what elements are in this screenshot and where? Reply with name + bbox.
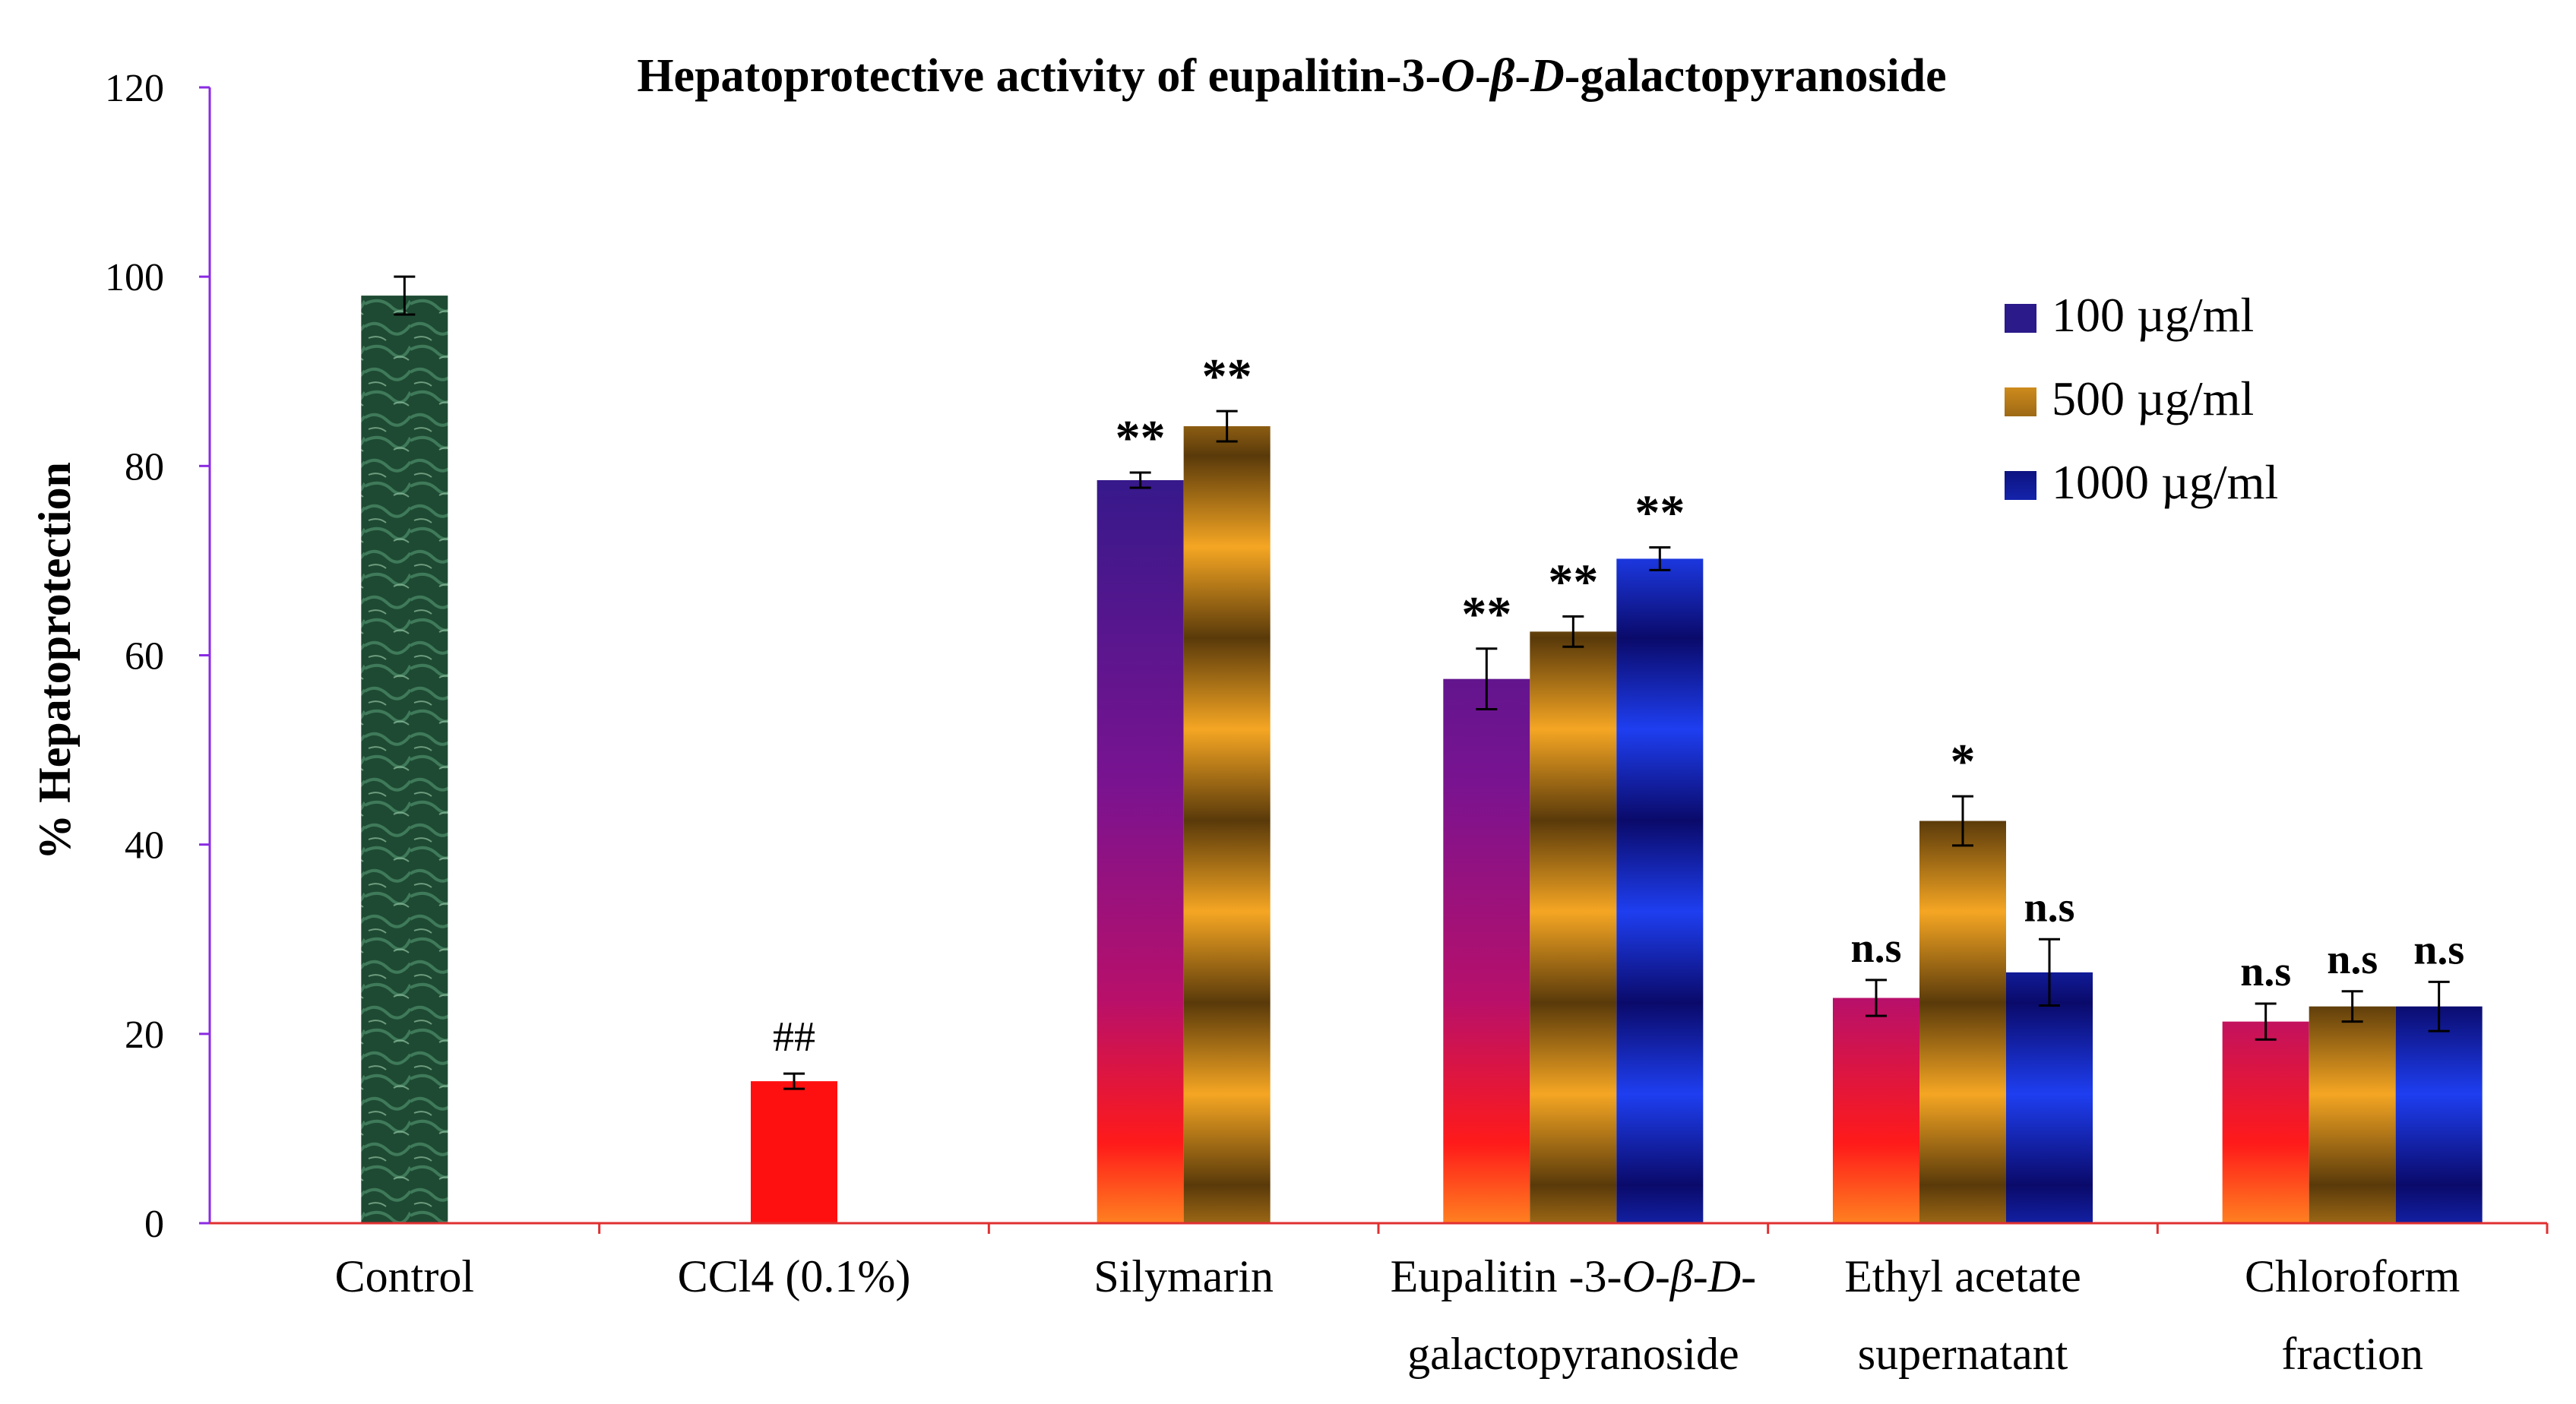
legend-label: 100 µg/ml: [2052, 288, 2254, 342]
x-category-label: Silymarin: [1093, 1251, 1274, 1301]
y-axis-title-layer: % Hepatoprotection: [30, 462, 80, 860]
legend-swatch-s1000: [2005, 471, 2036, 500]
legend-label: 500 µg/ml: [2052, 372, 2254, 425]
axes-layer: 0 20 40 60 80 100 120 Control CCl4 (0.1%) Silymar…: [105, 67, 2549, 1379]
significance-label: **: [1461, 587, 1511, 642]
y-tick-label: 0: [144, 1203, 164, 1246]
bar-s500: [1530, 631, 1617, 1223]
x-category-label: Ethyl acetate: [1844, 1251, 2081, 1301]
bar-s500: [1919, 821, 2006, 1223]
significance-label: **: [1202, 349, 1252, 404]
y-tick-label: 120: [105, 67, 164, 110]
y-tick-label: 20: [125, 1013, 164, 1057]
bars-layer: ## ** ** ** ** ** n.s * n.s n.s n.s n.s: [361, 275, 2483, 1224]
y-tick-label: 60: [125, 635, 164, 678]
x-category-label: CCl4 (0.1%): [678, 1251, 911, 1301]
x-category-label: galactopyranoside: [1407, 1329, 1739, 1379]
x-category-label: Control: [335, 1251, 474, 1301]
bar-s100: [1097, 480, 1184, 1223]
significance-label: ##: [773, 1013, 815, 1061]
x-category-label: fraction: [2281, 1329, 2423, 1379]
chart-title: Hepatoprotective activity of eupalitin-3…: [637, 50, 1946, 102]
bar-s1000: [2006, 972, 2093, 1223]
bar-control: [361, 296, 448, 1223]
x-category-label: Chloroform: [2245, 1251, 2460, 1301]
y-tick-label: 100: [105, 256, 164, 299]
bar-s1000: [2395, 1006, 2483, 1223]
y-tick-label: 80: [125, 445, 164, 489]
significance-label: **: [1635, 485, 1685, 540]
legend-label: 1000 µg/ml: [2052, 455, 2278, 509]
bar-s500: [1183, 426, 1271, 1224]
bar-s100: [1443, 678, 1530, 1223]
bar-s500: [2309, 1006, 2396, 1223]
legend-swatch-s100: [2005, 304, 2036, 333]
bar-s100: [1833, 998, 1919, 1223]
significance-label: n.s: [1851, 925, 1902, 972]
legend: 100 µg/ml 500 µg/ml 1000 µg/ml: [2005, 288, 2278, 509]
bar-s1000: [1616, 558, 1704, 1223]
x-category-label: supernatant: [1858, 1329, 2068, 1379]
x-category-label: Eupalitin -3-O-β-D-: [1391, 1251, 1756, 1301]
y-axis-title: % Hepatoprotection: [30, 462, 80, 860]
significance-label: **: [1548, 554, 1598, 609]
significance-label: n.s: [2240, 948, 2291, 995]
chart-title-layer: Hepatoprotective activity of eupalitin-3…: [637, 50, 1946, 102]
legend-swatch-s500: [2005, 387, 2036, 416]
y-tick-label: 40: [125, 824, 164, 868]
significance-label: **: [1116, 410, 1166, 466]
significance-label: *: [1951, 734, 1976, 789]
significance-label: n.s: [2327, 936, 2378, 983]
significance-label: n.s: [2024, 884, 2075, 931]
significance-label: n.s: [2413, 926, 2464, 973]
bar-s100: [2222, 1021, 2309, 1223]
bar-ccl4: [751, 1081, 837, 1223]
